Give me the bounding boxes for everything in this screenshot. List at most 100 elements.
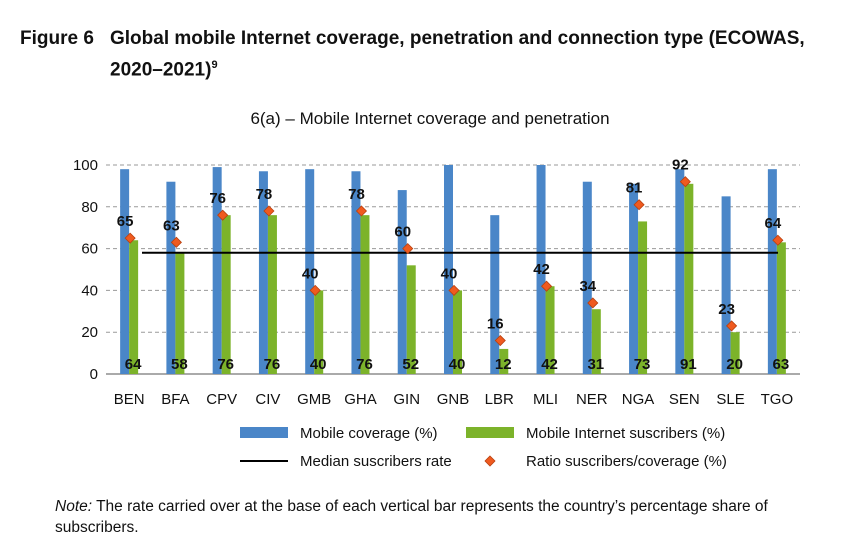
note-text: The rate carried over at the base of eac… — [55, 498, 768, 536]
x-tick-label: TGO — [761, 391, 794, 408]
ratio-data-label: 60 — [394, 224, 411, 241]
subscribers-bar — [638, 221, 648, 374]
ratio-marker — [124, 232, 136, 244]
footnote-ref: 9 — [211, 59, 218, 71]
subscribers-data-label: 76 — [264, 356, 281, 373]
y-tick-label: 0 — [90, 366, 98, 383]
legend-swatch — [484, 455, 496, 467]
y-tick-label: 60 — [81, 241, 98, 258]
figure-title: Global mobile Internet coverage, penetra… — [110, 26, 830, 83]
subscribers-data-label: 76 — [356, 356, 373, 373]
ratio-data-label: 76 — [209, 190, 226, 207]
subscribers-bar — [545, 286, 555, 374]
legend: Mobile coverage (%) Mobile Internet suscr… — [240, 425, 727, 470]
legend-swatch — [466, 427, 514, 438]
coverage-bar — [351, 171, 361, 374]
ratio-data-label: 78 — [348, 186, 365, 203]
x-tick-label: GIN — [393, 391, 420, 408]
subscribers-data-label: 42 — [541, 356, 558, 373]
subscribers-data-label: 31 — [587, 356, 604, 373]
ratio-data-label: 40 — [302, 265, 319, 282]
x-tick-label: LBR — [485, 391, 514, 408]
ratio-markers: 65 63 76 78 40 78 60 40 16 42 34 81 92 23 64 — [117, 157, 784, 347]
ratio-marker — [633, 199, 645, 211]
coverage-bar — [166, 181, 176, 374]
ratio-marker — [448, 284, 460, 296]
ratio-marker — [170, 236, 182, 248]
ratio-data-label: 81 — [626, 180, 643, 197]
ratio-marker — [772, 234, 784, 246]
ratio-data-label: 63 — [163, 217, 180, 234]
ratio-data-label: 40 — [441, 265, 458, 282]
ratio-data-label: 16 — [487, 316, 504, 333]
x-tick-label: NER — [576, 391, 608, 408]
coverage-bar — [397, 190, 407, 374]
coverage-bar — [536, 165, 546, 374]
ratio-marker — [726, 320, 738, 332]
y-tick-label: 40 — [81, 282, 98, 299]
y-tick-label: 20 — [81, 324, 98, 341]
legend-swatch — [240, 427, 288, 438]
coverage-bar — [444, 165, 453, 374]
coverage-bar — [629, 183, 639, 374]
subscribers-data-label: 76 — [217, 356, 234, 373]
subscribers-bar — [499, 348, 509, 374]
x-tick-label: SEN — [669, 391, 700, 408]
subscribers-data-label: 58 — [171, 356, 188, 373]
subscribers-data-label: 73 — [634, 356, 651, 373]
subscribers-data-label: 40 — [310, 356, 327, 373]
subscribers-bar — [221, 215, 231, 374]
ratio-data-label: 64 — [765, 215, 782, 232]
ratio-data-label: 65 — [117, 213, 134, 230]
x-tick-label: MLI — [533, 391, 558, 408]
subscribers-data-label: 52 — [402, 356, 419, 373]
subscribers-bar — [129, 240, 139, 374]
legend-label: Mobile coverage (%) — [300, 425, 438, 442]
subscribers-bar — [406, 265, 416, 374]
legend-label: Ratio suscribers/coverage (%) — [526, 453, 727, 470]
ratio-marker — [309, 284, 321, 296]
x-tick-label: GNB — [437, 391, 470, 408]
ratio-marker — [494, 334, 506, 347]
subscribers-data-label: 20 — [726, 356, 743, 373]
x-tick-label: BEN — [114, 391, 145, 408]
subscribers-bar — [776, 242, 786, 374]
coverage-bar — [305, 169, 315, 374]
ratio-data-label: 23 — [718, 301, 735, 318]
subscribers-bar — [730, 332, 740, 374]
subscribers-bar — [175, 252, 185, 374]
coverage-bar — [490, 215, 500, 374]
subscribers-bar — [591, 309, 601, 374]
subscribers-data-label: 40 — [449, 356, 466, 373]
x-tick-label: NGA — [622, 391, 655, 408]
y-tick-label: 80 — [81, 199, 98, 216]
x-tick-label: CIV — [255, 391, 280, 408]
subscribers-bar — [360, 215, 370, 374]
x-tick-label: CPV — [206, 391, 237, 408]
subscribers-data-label: 91 — [680, 356, 697, 373]
subscribers-bar — [684, 183, 694, 374]
subscribers-data-label: 12 — [495, 356, 512, 373]
ratio-data-label: 42 — [533, 261, 550, 278]
ratio-data-label: 78 — [256, 186, 273, 203]
bars: 64 58 76 76 40 76 52 40 12 42 31 73 91 20 63 — [120, 165, 789, 374]
coverage-bar — [120, 169, 130, 374]
coverage-bar — [767, 169, 777, 374]
chart: 6(a) – Mobile Internet coverage and pene… — [73, 109, 800, 470]
note: Note: The rate carried over at the base … — [55, 496, 815, 538]
y-tick-label: 100 — [73, 157, 98, 174]
subscribers-bar — [453, 290, 462, 374]
note-label: Note: — [55, 498, 93, 515]
coverage-bar — [212, 167, 222, 374]
figure-number: Figure 6 — [20, 28, 94, 49]
ratio-marker — [540, 280, 553, 292]
ratio-marker — [355, 205, 368, 217]
chart-title: 6(a) – Mobile Internet coverage and pene… — [250, 109, 609, 128]
legend-label: Mobile Internet suscribers (%) — [526, 425, 725, 442]
subscribers-bar — [267, 215, 277, 374]
x-tick-label: SLE — [716, 391, 744, 408]
coverage-bar — [721, 196, 731, 374]
subscribers-data-label: 63 — [773, 356, 790, 373]
subscribers-data-label: 64 — [125, 356, 142, 373]
subscribers-bar — [314, 290, 324, 374]
